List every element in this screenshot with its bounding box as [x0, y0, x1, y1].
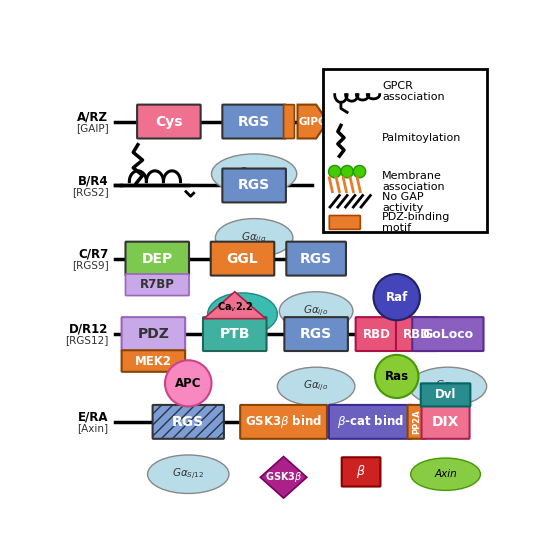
Polygon shape — [298, 105, 328, 138]
Text: $\beta$: $\beta$ — [356, 463, 366, 480]
Text: G$\beta_5$: G$\beta_5$ — [232, 307, 253, 321]
FancyBboxPatch shape — [203, 317, 267, 351]
Text: A/RZ: A/RZ — [77, 110, 108, 123]
Text: G$\alpha_{i/o}$: G$\alpha_{i/o}$ — [304, 304, 329, 318]
FancyBboxPatch shape — [329, 215, 360, 229]
Text: GGL: GGL — [227, 252, 258, 266]
Text: RGS: RGS — [172, 415, 204, 429]
FancyBboxPatch shape — [283, 105, 294, 138]
FancyBboxPatch shape — [421, 405, 470, 439]
Polygon shape — [204, 291, 266, 318]
Text: Membrane
association: Membrane association — [382, 171, 445, 192]
Text: G$\alpha_{i/o}$: G$\alpha_{i/o}$ — [304, 379, 329, 394]
FancyBboxPatch shape — [323, 69, 487, 233]
Text: [Axin]: [Axin] — [77, 423, 108, 433]
Text: [RGS12]: [RGS12] — [65, 335, 108, 345]
FancyBboxPatch shape — [396, 317, 438, 351]
Text: [GAIP]: [GAIP] — [76, 123, 108, 133]
FancyBboxPatch shape — [125, 242, 189, 276]
Text: G$\alpha_{i/o/z}$: G$\alpha_{i/o/z}$ — [238, 166, 270, 181]
Text: PDZ: PDZ — [137, 327, 169, 341]
FancyBboxPatch shape — [356, 317, 397, 351]
Text: G$\alpha_{i/o}$: G$\alpha_{i/o}$ — [435, 379, 461, 394]
Text: RGS: RGS — [300, 252, 332, 266]
Ellipse shape — [215, 219, 293, 257]
Text: RGS: RGS — [300, 327, 332, 341]
FancyBboxPatch shape — [286, 242, 346, 276]
FancyBboxPatch shape — [222, 105, 286, 138]
FancyBboxPatch shape — [240, 405, 327, 439]
Text: PP2A: PP2A — [413, 409, 421, 434]
Circle shape — [329, 165, 341, 178]
Ellipse shape — [409, 367, 487, 406]
FancyBboxPatch shape — [122, 317, 185, 351]
Text: GSK3$\beta$: GSK3$\beta$ — [265, 471, 302, 484]
FancyBboxPatch shape — [125, 274, 189, 295]
Text: G$\alpha_{i/q}$: G$\alpha_{i/q}$ — [241, 231, 267, 245]
FancyBboxPatch shape — [153, 405, 224, 439]
Text: PTB: PTB — [220, 327, 250, 341]
Ellipse shape — [148, 455, 229, 494]
Ellipse shape — [280, 291, 353, 330]
Text: DIX: DIX — [432, 415, 459, 429]
FancyBboxPatch shape — [137, 105, 201, 138]
FancyBboxPatch shape — [421, 383, 470, 407]
FancyBboxPatch shape — [211, 242, 274, 276]
Text: PDZ-binding
motif: PDZ-binding motif — [382, 212, 450, 233]
Text: [RGS2]: [RGS2] — [72, 187, 108, 197]
FancyBboxPatch shape — [329, 405, 412, 439]
Text: RGS: RGS — [238, 115, 270, 128]
Text: [RGS9]: [RGS9] — [72, 260, 108, 270]
Text: APC: APC — [175, 377, 202, 390]
Text: Dvl: Dvl — [435, 388, 456, 402]
Text: GSK3$\beta$ bind: GSK3$\beta$ bind — [245, 413, 322, 430]
FancyBboxPatch shape — [122, 350, 185, 372]
Text: Cys: Cys — [155, 115, 183, 128]
Text: Palmitoylation: Palmitoylation — [382, 133, 462, 143]
Polygon shape — [261, 457, 307, 498]
Text: R7BP: R7BP — [140, 278, 175, 291]
Text: RBD: RBD — [403, 328, 431, 341]
Ellipse shape — [208, 293, 277, 335]
Circle shape — [353, 165, 366, 178]
Text: B/R4: B/R4 — [78, 174, 108, 187]
Ellipse shape — [211, 154, 296, 194]
Text: MEK2: MEK2 — [135, 354, 172, 368]
Text: GPCR
association: GPCR association — [382, 81, 445, 102]
Text: Ras: Ras — [385, 370, 409, 383]
FancyBboxPatch shape — [284, 317, 348, 351]
Text: GIPC: GIPC — [299, 117, 326, 127]
Text: Ca$_v$2.2: Ca$_v$2.2 — [217, 300, 253, 314]
FancyBboxPatch shape — [222, 169, 286, 202]
FancyBboxPatch shape — [342, 457, 380, 487]
Circle shape — [165, 360, 211, 407]
Circle shape — [375, 355, 419, 398]
Text: RGS: RGS — [238, 179, 270, 192]
Ellipse shape — [411, 458, 481, 490]
Text: $\beta$-cat bind: $\beta$-cat bind — [337, 413, 404, 430]
Text: No GAP
activity: No GAP activity — [382, 192, 423, 213]
Ellipse shape — [277, 367, 355, 406]
Text: DEP: DEP — [142, 252, 173, 266]
Circle shape — [373, 274, 420, 320]
Text: E/RA: E/RA — [78, 410, 108, 424]
Text: RBD: RBD — [362, 328, 391, 341]
Text: G$\alpha_{S/12}$: G$\alpha_{S/12}$ — [172, 467, 204, 482]
FancyBboxPatch shape — [408, 405, 426, 439]
Text: GoLoco: GoLoco — [422, 328, 474, 341]
FancyBboxPatch shape — [412, 317, 483, 351]
Circle shape — [341, 165, 353, 178]
Text: C/R7: C/R7 — [78, 247, 108, 261]
Text: Axin: Axin — [434, 469, 457, 479]
Text: D/R12: D/R12 — [69, 323, 108, 336]
Text: Raf: Raf — [385, 290, 408, 304]
